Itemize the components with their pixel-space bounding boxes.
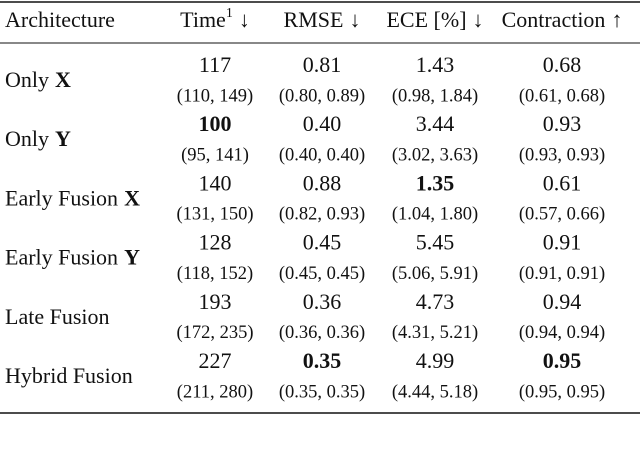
- cell-value: 1.35: [416, 170, 455, 195]
- header-arrow: ↑: [611, 7, 622, 32]
- header-text: RMSE: [284, 7, 344, 32]
- cell-interval: (172, 235): [176, 323, 253, 343]
- cell-interval: (5.06, 5.91): [392, 264, 478, 284]
- label-variable: X: [55, 67, 71, 92]
- label-text: Hybrid Fusion: [5, 363, 133, 388]
- cell-interval: (4.44, 5.18): [392, 382, 478, 402]
- label-variable: Y: [124, 245, 140, 270]
- cell-interval: (131, 150): [176, 205, 253, 225]
- cell-interval: (0.93, 0.93): [519, 145, 605, 165]
- cell-value: 0.45: [303, 230, 342, 255]
- label-text: Only: [5, 67, 49, 92]
- cell-value: 193: [199, 289, 232, 314]
- cell-value: 117: [199, 52, 231, 77]
- cell-interval: (110, 149): [177, 86, 253, 106]
- column-header: RMSE ↓: [284, 7, 361, 32]
- header-text: Architecture: [5, 7, 115, 32]
- cell-interval: (0.36, 0.36): [279, 323, 365, 343]
- column-header: Contraction ↑: [502, 7, 623, 32]
- row-label: Only Y: [5, 126, 71, 151]
- cell-interval: (3.02, 3.63): [392, 145, 478, 165]
- header-arrow: ↓: [239, 7, 250, 32]
- cell-value: 3.44: [416, 111, 455, 136]
- label-text: Only: [5, 126, 49, 151]
- cell-interval: (0.80, 0.89): [279, 86, 365, 106]
- cell-value: 227: [199, 348, 232, 373]
- cell-interval: (0.40, 0.40): [279, 145, 365, 165]
- label-text: Late Fusion: [5, 304, 110, 329]
- cell-value: 0.91: [543, 230, 582, 255]
- cell-interval: (0.57, 0.66): [519, 205, 605, 225]
- cell-interval: (4.31, 5.21): [392, 323, 478, 343]
- column-header: Time1 ↓: [180, 6, 250, 32]
- cell-interval: (0.35, 0.35): [279, 382, 365, 402]
- row-label: Early Fusion X: [5, 185, 140, 210]
- cell-interval: (0.61, 0.68): [519, 86, 605, 106]
- header-arrow: ↓: [473, 7, 484, 32]
- cell-interval: (0.98, 1.84): [392, 86, 478, 106]
- cell-interval: (1.04, 1.80): [392, 205, 478, 225]
- row-label: Early Fusion Y: [5, 245, 140, 270]
- cell-interval: (211, 280): [177, 382, 253, 402]
- column-header: Architecture: [5, 7, 115, 32]
- cell-value: 0.68: [543, 52, 582, 77]
- header-text: Contraction: [502, 7, 606, 32]
- cell-value: 0.94: [543, 289, 582, 314]
- cell-value: 0.88: [303, 170, 342, 195]
- cell-interval: (0.45, 0.45): [279, 264, 365, 284]
- cell-value: 100: [199, 111, 232, 136]
- cell-interval: (118, 152): [177, 264, 253, 284]
- header-text: Time: [180, 7, 226, 32]
- cell-value: 0.95: [543, 348, 582, 373]
- cell-value: 0.93: [543, 111, 582, 136]
- cell-value: 128: [199, 230, 232, 255]
- cell-value: 1.43: [416, 52, 455, 77]
- cell-value: 0.61: [543, 170, 582, 195]
- cell-value: 0.35: [303, 348, 342, 373]
- cell-value: 4.99: [416, 348, 455, 373]
- label-text: Early Fusion: [5, 185, 118, 210]
- cell-interval: (95, 141): [181, 145, 249, 165]
- column-header: ECE [%] ↓: [386, 7, 483, 32]
- row-label: Late Fusion: [5, 304, 110, 329]
- cell-interval: (0.95, 0.95): [519, 382, 605, 402]
- header-superscript: 1: [226, 6, 233, 21]
- label-variable: Y: [55, 126, 71, 151]
- cell-value: 0.40: [303, 111, 342, 136]
- header-arrow: ↓: [349, 7, 360, 32]
- cell-value: 0.81: [303, 52, 342, 77]
- row-label: Hybrid Fusion: [5, 363, 133, 388]
- cell-interval: (0.91, 0.91): [519, 264, 605, 284]
- cell-interval: (0.82, 0.93): [279, 205, 365, 225]
- cell-value: 0.36: [303, 289, 342, 314]
- cell-value: 140: [199, 170, 232, 195]
- header-text: ECE [%]: [386, 7, 466, 32]
- label-text: Early Fusion: [5, 245, 118, 270]
- cell-interval: (0.94, 0.94): [519, 323, 605, 343]
- cell-value: 5.45: [416, 230, 455, 255]
- cell-value: 4.73: [416, 289, 455, 314]
- label-variable: X: [124, 185, 140, 210]
- row-label: Only X: [5, 67, 71, 92]
